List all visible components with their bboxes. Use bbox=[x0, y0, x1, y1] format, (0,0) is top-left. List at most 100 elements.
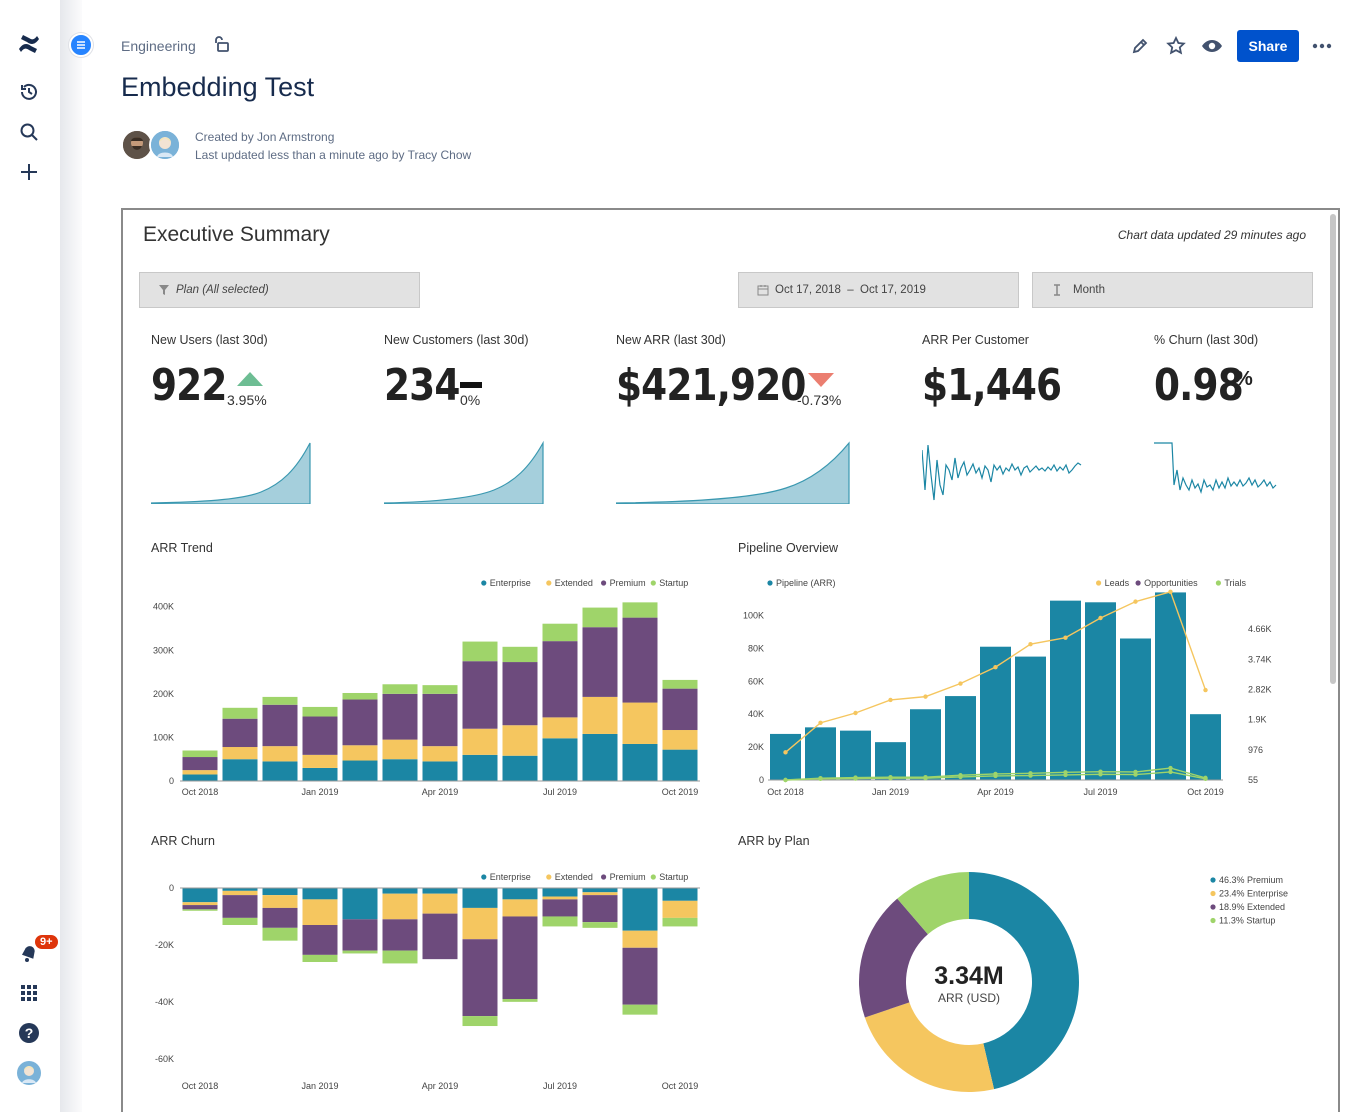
donut-center-label: ARR (USD) bbox=[938, 991, 1000, 1005]
last-updated: Last updated less than a minute ago by T… bbox=[195, 148, 472, 162]
confluence-logo-icon[interactable] bbox=[14, 29, 44, 59]
creator-avatar[interactable] bbox=[121, 129, 153, 161]
pipeline-bar bbox=[1190, 714, 1221, 780]
bar-segment bbox=[422, 693, 458, 747]
bar-segment bbox=[502, 888, 538, 900]
breadcrumb[interactable]: Engineering bbox=[121, 38, 196, 54]
granularity-filter[interactable]: Month bbox=[1032, 272, 1313, 308]
notifications-icon[interactable] bbox=[14, 938, 44, 968]
bar-segment bbox=[582, 627, 618, 697]
bar-segment bbox=[502, 662, 538, 726]
profile-avatar[interactable] bbox=[14, 1058, 44, 1088]
expand-sidebar-icon[interactable] bbox=[69, 33, 93, 57]
bar-segment bbox=[222, 718, 258, 748]
bar-segment bbox=[422, 893, 458, 914]
pipeline-bar bbox=[840, 730, 871, 780]
bar-segment bbox=[622, 617, 658, 703]
bar-segment bbox=[502, 646, 538, 663]
arr-churn-chart: 0 -20K -40K -60K Oct 2018 Jan 2019 Apr 2019 Jul… bbox=[155, 872, 700, 1091]
granularity-value: Month bbox=[1073, 284, 1105, 296]
help-icon[interactable]: ? bbox=[14, 1018, 44, 1048]
calendar-icon bbox=[757, 285, 769, 296]
legend-label: Leads bbox=[1105, 578, 1130, 588]
pipeline-bar bbox=[1120, 638, 1151, 780]
bar-segment bbox=[382, 950, 418, 964]
page-title: Embedding Test bbox=[121, 72, 315, 102]
plan-filter-value: Plan (All selected) bbox=[176, 284, 269, 296]
legend-label: 23.4% Enterprise bbox=[1219, 889, 1288, 899]
legend-marker bbox=[650, 874, 656, 880]
chart-title: ARR Trend bbox=[151, 541, 213, 555]
bar-segment bbox=[622, 1004, 658, 1015]
pie-slice bbox=[864, 1002, 995, 1092]
date-range-filter[interactable]: Oct 17, 2018 – Oct 17, 2019 bbox=[738, 272, 1019, 308]
x-tick-label: Jan 2019 bbox=[301, 1081, 338, 1091]
bar-segment bbox=[302, 888, 338, 900]
create-icon[interactable] bbox=[14, 157, 44, 187]
app-switcher-icon[interactable] bbox=[14, 978, 44, 1008]
search-icon[interactable] bbox=[14, 117, 44, 147]
bar-segment bbox=[462, 754, 498, 781]
line-point bbox=[923, 694, 928, 699]
bar-segment bbox=[382, 684, 418, 694]
recent-history-icon[interactable] bbox=[14, 77, 44, 107]
y2-tick-label: 976 bbox=[1248, 745, 1263, 755]
kpi-change: 3.95% bbox=[227, 392, 267, 408]
line-point bbox=[1028, 773, 1033, 778]
more-actions-icon[interactable] bbox=[1309, 33, 1335, 59]
kpi-value: 234 bbox=[384, 360, 460, 411]
line-point bbox=[1168, 769, 1173, 775]
bar-segment bbox=[462, 641, 498, 662]
line-point bbox=[888, 697, 893, 703]
bar-segment bbox=[582, 922, 618, 928]
created-by: Created by Jon Armstrong bbox=[195, 130, 335, 144]
share-button[interactable]: Share bbox=[1237, 30, 1299, 62]
bar-segment bbox=[222, 747, 258, 760]
bar-segment bbox=[662, 679, 698, 689]
bar-segment bbox=[382, 893, 418, 920]
line-point bbox=[1063, 772, 1068, 778]
star-icon[interactable] bbox=[1163, 33, 1189, 59]
bar-segment bbox=[302, 706, 338, 717]
legend-label: Trials bbox=[1224, 578, 1246, 588]
x-tick-label: Oct 2019 bbox=[1187, 787, 1224, 797]
line-point bbox=[1028, 642, 1033, 647]
pie-slice bbox=[859, 898, 928, 1018]
bar-segment bbox=[342, 699, 378, 746]
watch-icon[interactable] bbox=[1199, 33, 1225, 59]
bar-segment bbox=[582, 888, 618, 893]
y-tick-label: 300K bbox=[153, 645, 174, 655]
bar-segment bbox=[302, 925, 338, 955]
y-tick-label: -40K bbox=[155, 997, 174, 1007]
bar-segment bbox=[342, 692, 378, 700]
legend-label: Enterprise bbox=[490, 872, 531, 882]
y-tick-label: 40K bbox=[748, 709, 764, 719]
bar-segment bbox=[502, 916, 538, 999]
bar-segment bbox=[542, 623, 578, 642]
x-tick-label: Apr 2019 bbox=[422, 787, 459, 797]
bar-segment bbox=[662, 688, 698, 731]
legend-label: Premium bbox=[610, 872, 646, 882]
bar-segment bbox=[182, 774, 218, 781]
unlock-icon[interactable] bbox=[212, 35, 230, 58]
legend-marker bbox=[1135, 580, 1141, 586]
dashboard-scrollbar[interactable] bbox=[1330, 214, 1336, 684]
line-point bbox=[1168, 589, 1173, 594]
bar-segment bbox=[262, 746, 298, 762]
bar-segment bbox=[582, 895, 618, 923]
line-point bbox=[958, 774, 963, 780]
pipeline-bar bbox=[805, 727, 836, 780]
bar-segment bbox=[342, 919, 378, 951]
plan-filter[interactable]: Plan (All selected) bbox=[139, 272, 420, 308]
edit-icon[interactable] bbox=[1127, 33, 1153, 59]
legend-label: Premium bbox=[610, 578, 646, 588]
editor-avatar[interactable] bbox=[149, 129, 181, 161]
x-tick-label: Oct 2019 bbox=[662, 1081, 699, 1091]
bar-segment bbox=[342, 888, 378, 920]
bar-segment bbox=[262, 696, 298, 705]
bar-segment bbox=[182, 909, 218, 911]
bar-segment bbox=[222, 895, 258, 918]
line-point bbox=[853, 776, 858, 781]
dashboard-title: Executive Summary bbox=[143, 223, 330, 246]
